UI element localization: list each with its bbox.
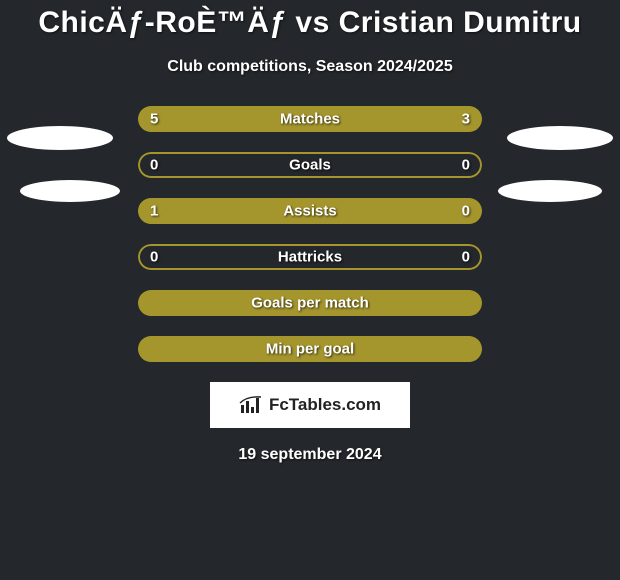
stat-value-left: 0 bbox=[150, 157, 158, 174]
stat-value-left: 0 bbox=[150, 249, 158, 266]
comparison-chart: 53Matches00Goals10Assists00HattricksGoal… bbox=[138, 106, 482, 362]
page-title: ChicÄƒ-RoÈ™Äƒ vs Cristian Dumitru bbox=[0, 6, 620, 40]
stat-row: Min per goal bbox=[138, 336, 482, 362]
stat-row: 10Assists bbox=[138, 198, 482, 224]
stat-row: 53Matches bbox=[138, 106, 482, 132]
stat-value-right: 0 bbox=[462, 249, 470, 266]
fctables-logo[interactable]: FcTables.com bbox=[210, 382, 410, 428]
stat-row: 0 0Goals bbox=[138, 152, 482, 178]
stat-label: Goals bbox=[138, 157, 482, 174]
deco-ellipse-right bbox=[507, 126, 613, 150]
deco-ellipse-right bbox=[498, 180, 602, 202]
logo-text: FcTables.com bbox=[269, 395, 381, 415]
date-label: 19 september 2024 bbox=[0, 446, 620, 464]
bars-icon bbox=[239, 395, 263, 415]
stat-row: Goals per match bbox=[138, 290, 482, 316]
deco-ellipse-left bbox=[20, 180, 120, 202]
stat-label: Hattricks bbox=[138, 249, 482, 266]
subtitle: Club competitions, Season 2024/2025 bbox=[0, 58, 620, 76]
stat-value-left: 1 bbox=[150, 203, 158, 220]
stat-value-right: 0 bbox=[462, 157, 470, 174]
stat-value-left: 5 bbox=[150, 111, 158, 128]
stat-row: 0 0Hattricks bbox=[138, 244, 482, 270]
stat-value-right: 0 bbox=[462, 203, 470, 220]
deco-ellipse-left bbox=[7, 126, 113, 150]
stat-value-right: 3 bbox=[462, 111, 470, 128]
